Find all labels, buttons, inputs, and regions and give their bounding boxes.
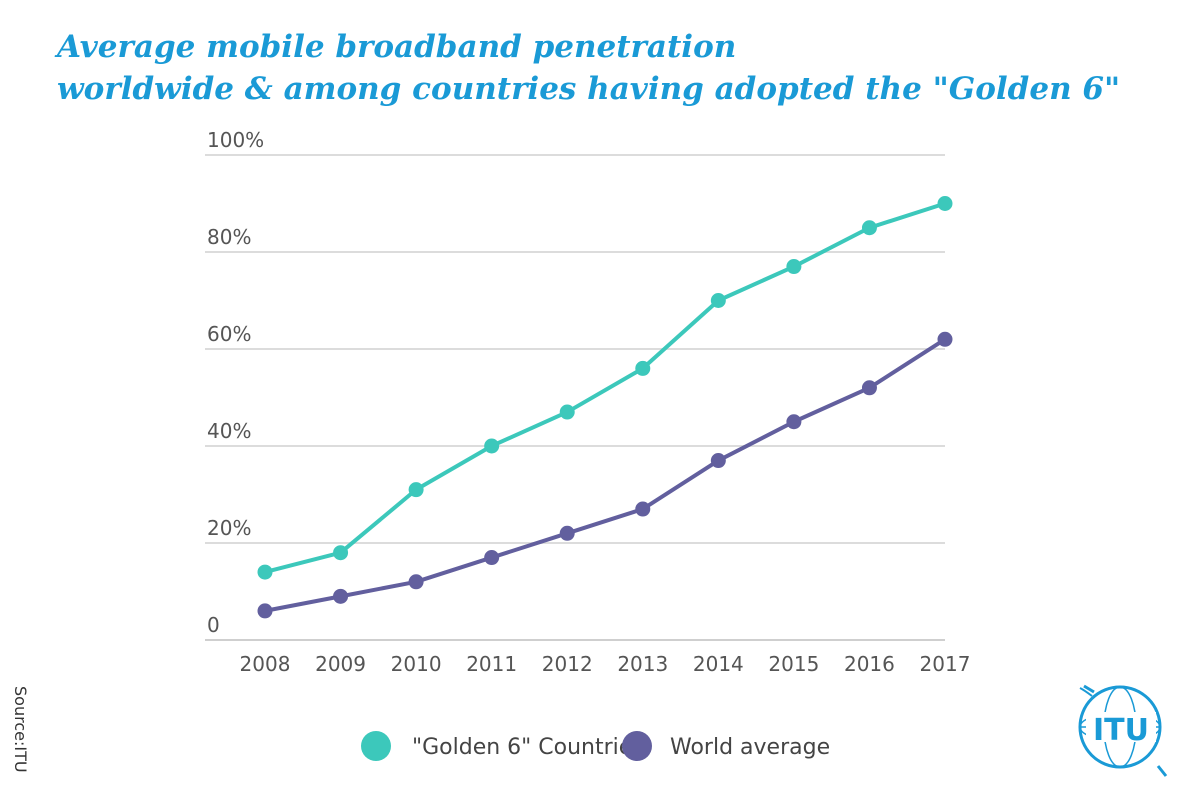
x-axis-tick-labels: 2008 2009 2010 2011 2012 2013 2014 2015 2016 2017: [240, 652, 971, 676]
data-point: [559, 404, 575, 420]
y-axis-tick-labels: 0 20% 40% 60% 80% 100%: [207, 128, 264, 637]
x-tick-label: 2013: [617, 652, 668, 676]
logo-text: ITU: [1093, 713, 1149, 748]
data-point: [408, 482, 424, 498]
data-point: [333, 588, 349, 604]
data-point: [408, 574, 424, 590]
x-tick-label: 2016: [844, 652, 895, 676]
y-tick-label: 20%: [207, 516, 251, 540]
source-note: Source:ITU: [8, 686, 32, 786]
itu-logo: ITU: [1078, 684, 1168, 777]
x-tick-label: 2011: [466, 652, 517, 676]
series-golden-6: [257, 196, 953, 580]
x-tick-label: 2008: [240, 652, 291, 676]
data-point: [861, 380, 877, 396]
legend-swatch: [361, 731, 391, 761]
source-text: Source:ITU: [11, 686, 30, 773]
data-point: [484, 550, 500, 566]
chart-title: Average mobile broadband penetration wor…: [57, 26, 1157, 110]
data-point: [861, 220, 877, 236]
data-point: [635, 360, 651, 376]
data-point: [559, 525, 575, 541]
legend-label: "Golden 6" Countries: [412, 735, 644, 760]
data-point: [937, 331, 953, 347]
data-point: [257, 564, 273, 580]
x-tick-label: 2017: [920, 652, 971, 676]
x-tick-label: 2015: [768, 652, 819, 676]
grid-lines: [205, 154, 945, 641]
data-point: [710, 293, 726, 308]
data-point: [635, 501, 651, 517]
data-point: [333, 545, 349, 561]
series-group: [257, 196, 953, 619]
series-line: [264, 201, 946, 575]
data-point: [786, 259, 802, 275]
y-tick-label: 80%: [207, 225, 251, 249]
y-tick-label: 40%: [207, 419, 251, 443]
data-point: [710, 453, 726, 469]
chart-title-line-2: worldwide & among countries having adopt…: [57, 71, 1121, 107]
series-world-average: [257, 331, 953, 619]
data-point: [257, 603, 273, 619]
x-tick-label: 2010: [391, 652, 442, 676]
legend-label: World average: [670, 735, 830, 760]
x-tick-label: 2009: [315, 652, 366, 676]
data-point: [937, 196, 953, 211]
x-tick-label: 2014: [693, 652, 744, 676]
y-tick-label: 0: [207, 613, 220, 637]
legend: "Golden 6" Countries World average: [361, 731, 830, 761]
x-tick-label: 2012: [542, 652, 593, 676]
data-point: [484, 438, 500, 454]
y-tick-label: 60%: [207, 322, 251, 346]
chart-title-line-1: Average mobile broadband penetration: [57, 29, 737, 65]
y-tick-label: 100%: [207, 128, 264, 152]
series-line: [264, 337, 947, 613]
legend-swatch: [622, 731, 652, 761]
data-point: [786, 414, 802, 430]
